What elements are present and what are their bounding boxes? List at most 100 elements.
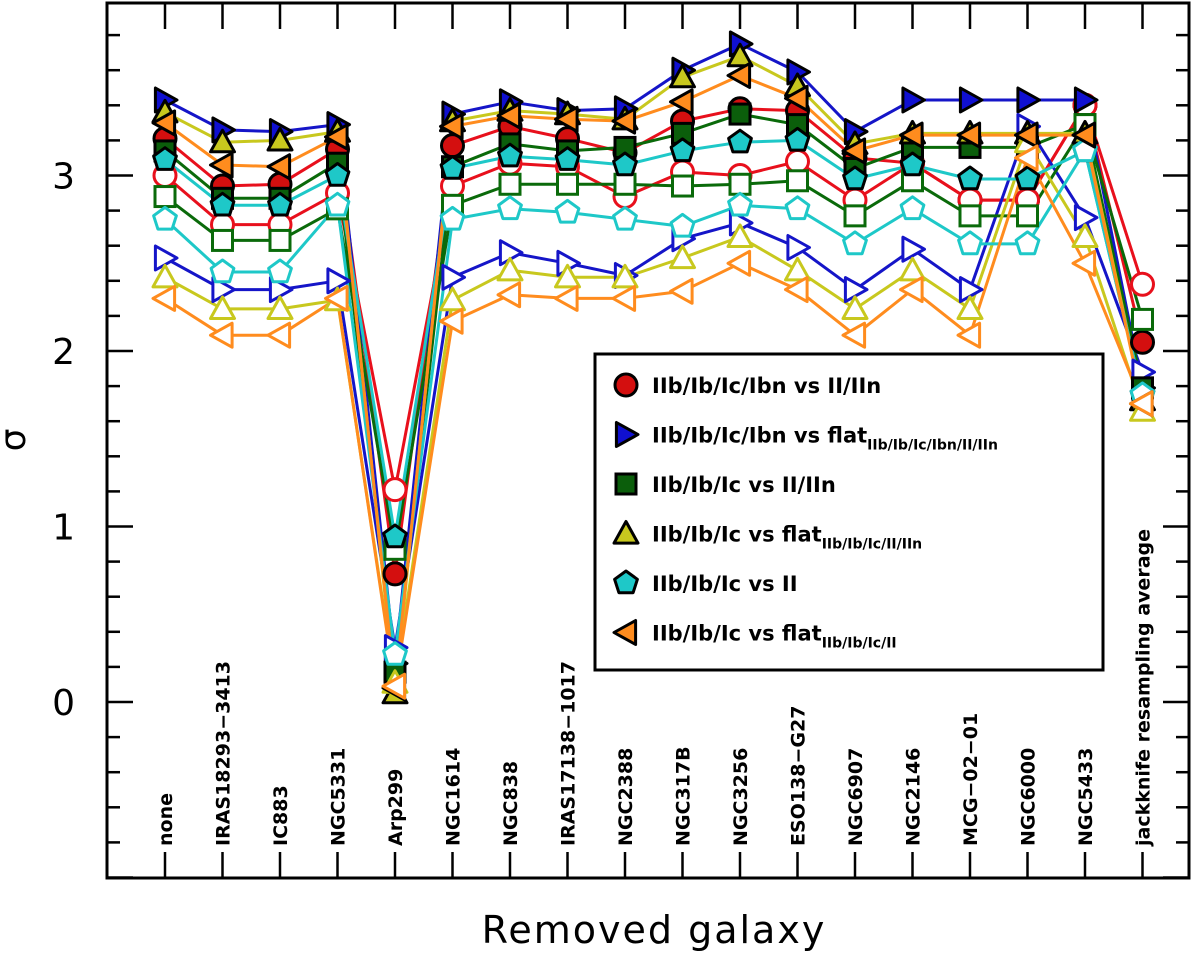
data-point	[554, 105, 579, 133]
data-point	[726, 223, 754, 248]
data-point	[1014, 144, 1039, 172]
data-point	[268, 276, 294, 304]
series-marker-group	[153, 113, 1154, 561]
series-line	[164, 140, 1144, 685]
data-point	[613, 172, 637, 196]
data-point	[842, 165, 868, 191]
data-point	[1071, 249, 1097, 277]
data-point	[324, 284, 349, 312]
data-point	[554, 284, 579, 312]
data-point	[153, 185, 177, 209]
data-point	[439, 307, 464, 335]
data-point	[669, 277, 694, 305]
data-point	[1016, 204, 1039, 228]
category-label: NGC317B	[673, 746, 695, 846]
data-point	[899, 151, 926, 177]
data-point	[612, 151, 638, 177]
data-point	[956, 295, 984, 320]
data-point	[439, 286, 466, 312]
data-point	[901, 235, 926, 263]
data-point	[267, 191, 293, 217]
data-point	[439, 112, 464, 140]
category-label: NGC5331	[328, 748, 350, 846]
data-point	[841, 295, 869, 320]
category-label: MCG−02−01	[960, 713, 982, 846]
y-axis-label: σ	[0, 429, 34, 452]
data-point	[266, 153, 292, 181]
legend-label: IIb/Ib/Ic/Ibn vs flatIIb/Ib/Ic/Ibn/II/II…	[652, 424, 998, 454]
data-point	[382, 523, 408, 549]
category-label: IC883	[270, 785, 292, 846]
axis-ticks	[107, 3, 1189, 879]
data-point	[669, 244, 696, 270]
data-point	[209, 258, 236, 284]
x-axis-label: Removed galaxy	[482, 908, 827, 952]
data-point	[843, 276, 869, 304]
data-point	[1014, 121, 1039, 149]
data-point	[1014, 230, 1041, 256]
data-point	[554, 263, 581, 289]
data-point	[841, 137, 867, 165]
series-marker-group	[152, 137, 1156, 666]
data-point	[266, 321, 292, 349]
data-point	[382, 561, 408, 587]
legend: IIb/Ib/Ic/Ibn vs II/IIn IIb/Ib/Ic/Ibn vs …	[593, 352, 1105, 672]
data-point	[726, 249, 752, 277]
y-tick-label: 1	[52, 508, 75, 549]
data-point	[209, 151, 234, 179]
y-tick-label: 0	[52, 683, 75, 724]
category-label: ESO138−G27	[788, 706, 810, 846]
data-point	[1073, 204, 1099, 232]
data-point	[266, 295, 294, 320]
data-point	[785, 148, 810, 174]
data-point	[324, 191, 351, 217]
data-point	[211, 228, 234, 252]
data-point	[152, 205, 178, 231]
data-point	[669, 88, 694, 116]
category-label: none	[155, 793, 177, 846]
data-point	[957, 165, 983, 191]
data-point	[554, 198, 581, 224]
plot-frame	[105, 1, 1191, 880]
data-point	[669, 212, 696, 238]
data-point	[728, 102, 752, 126]
data-point	[956, 121, 982, 149]
category-label: IRAS17138−1017	[558, 661, 580, 846]
legend-label: IIb/Ib/Ic vs flatIIb/Ib/Ic/II	[652, 622, 897, 652]
data-point	[956, 321, 982, 349]
data-point	[786, 234, 811, 261]
data-point	[209, 321, 234, 349]
data-point	[612, 205, 638, 231]
data-point	[786, 169, 809, 193]
series-markers	[151, 30, 1156, 705]
data-point	[382, 477, 408, 503]
legend-marker	[612, 520, 640, 545]
series-marker-group	[152, 126, 1156, 549]
data-point	[784, 84, 809, 112]
data-point	[496, 102, 522, 130]
data-point	[1071, 121, 1097, 149]
data-point	[726, 42, 754, 68]
data-point	[151, 263, 179, 289]
data-point	[728, 172, 752, 196]
data-point	[439, 205, 466, 231]
category-label: IRAS18293−3413	[213, 661, 235, 846]
data-point	[727, 191, 753, 217]
data-point	[842, 230, 868, 256]
data-point	[957, 230, 983, 256]
category-label: NGC838	[500, 761, 522, 846]
category-label: NGC6000	[1018, 748, 1040, 846]
x-category-labels: none IRAS18293−3413 IC883 NGC5331 Arp299 NGC1…	[155, 529, 1155, 847]
data-point	[727, 128, 753, 154]
data-point	[496, 281, 522, 309]
data-point	[441, 263, 466, 291]
data-point	[669, 137, 696, 163]
data-point	[209, 191, 236, 217]
category-label: NGC3256	[730, 748, 752, 846]
data-point	[784, 256, 811, 282]
category-label: jackknife resampling average	[1133, 529, 1155, 847]
data-point	[1071, 223, 1099, 248]
data-point	[726, 62, 752, 89]
data-point	[841, 321, 867, 349]
